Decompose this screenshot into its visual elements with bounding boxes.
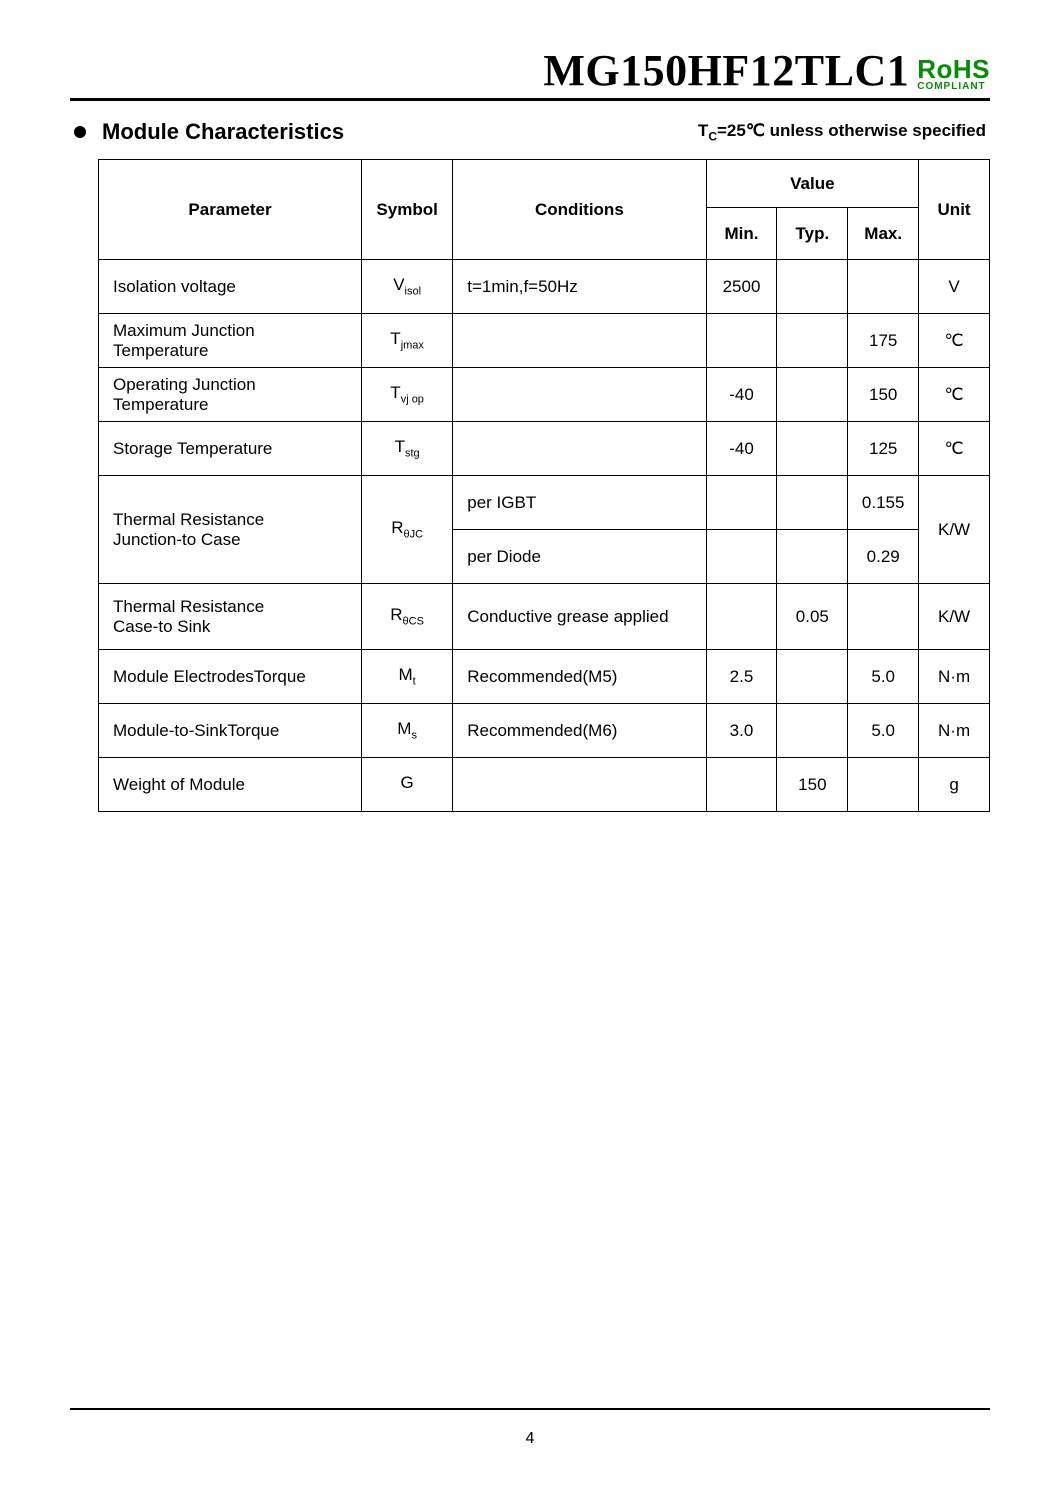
cell-cond: Recommended(M5) (453, 650, 706, 704)
table-row: Thermal Resistance Case-to Sink RθCS Con… (99, 584, 990, 650)
cell-typ (777, 476, 848, 530)
cell-typ (777, 314, 848, 368)
cell-sym: RθCS (362, 584, 453, 650)
cell-max: 125 (848, 422, 919, 476)
table-row: Isolation voltage Visol t=1min,f=50Hz 25… (99, 260, 990, 314)
cell-unit: ℃ (919, 422, 990, 476)
cell-min (706, 530, 777, 584)
cell-max: 5.0 (848, 704, 919, 758)
section-title-text: Module Characteristics (102, 119, 344, 145)
condition-note: TC=25℃ unless otherwise specified (698, 121, 986, 143)
cell-unit: N·m (919, 650, 990, 704)
cell-max: 0.29 (848, 530, 919, 584)
cell-param: Module-to-SinkTorque (99, 704, 362, 758)
cell-sym: Tjmax (362, 314, 453, 368)
cell-unit: ℃ (919, 368, 990, 422)
cell-unit: K/W (919, 476, 990, 584)
bullet-icon (74, 126, 86, 138)
table-row: Operating Junction Temperature Tvj op -4… (99, 368, 990, 422)
cell-cond (453, 368, 706, 422)
cell-typ (777, 530, 848, 584)
cell-sym: Tvj op (362, 368, 453, 422)
th-value: Value (706, 160, 919, 208)
table-header-row-1: Parameter Symbol Conditions Value Unit (99, 160, 990, 208)
cell-param: Storage Temperature (99, 422, 362, 476)
cell-sym: RθJC (362, 476, 453, 584)
cell-unit: N·m (919, 704, 990, 758)
cell-cond (453, 422, 706, 476)
table-row: Maximum Junction Temperature Tjmax 175 ℃ (99, 314, 990, 368)
cell-min (706, 584, 777, 650)
cell-max: 5.0 (848, 650, 919, 704)
cell-param: Weight of Module (99, 758, 362, 812)
cell-max: 175 (848, 314, 919, 368)
cell-max (848, 260, 919, 314)
th-typ: Typ. (777, 208, 848, 260)
cell-cond (453, 314, 706, 368)
cell-param: Maximum Junction Temperature (99, 314, 362, 368)
cell-min: -40 (706, 422, 777, 476)
cell-unit: V (919, 260, 990, 314)
cell-cond: Conductive grease applied (453, 584, 706, 650)
cell-min: 3.0 (706, 704, 777, 758)
th-unit: Unit (919, 160, 990, 260)
cell-max: 150 (848, 368, 919, 422)
table-row: Weight of Module G 150 g (99, 758, 990, 812)
table-row: Module ElectrodesTorque Mt Recommended(M… (99, 650, 990, 704)
cell-unit: g (919, 758, 990, 812)
cell-min: 2500 (706, 260, 777, 314)
cell-min: -40 (706, 368, 777, 422)
page-footer: 4 (70, 1408, 990, 1448)
cell-typ: 0.05 (777, 584, 848, 650)
cell-typ (777, 650, 848, 704)
cell-param: Thermal Resistance Case-to Sink (99, 584, 362, 650)
cell-typ (777, 422, 848, 476)
page-number: 4 (526, 1430, 535, 1447)
table-row: Storage Temperature Tstg -40 125 ℃ (99, 422, 990, 476)
cell-typ (777, 368, 848, 422)
cell-max: 0.155 (848, 476, 919, 530)
cell-typ (777, 704, 848, 758)
cell-unit: ℃ (919, 314, 990, 368)
part-number: MG150HF12TLC1 (543, 45, 909, 96)
cell-unit: K/W (919, 584, 990, 650)
section-title: Module Characteristics (74, 119, 344, 145)
cell-cond (453, 758, 706, 812)
cell-min (706, 476, 777, 530)
table-row: Thermal Resistance Junction-to Case RθJC… (99, 476, 990, 530)
footer-divider (70, 1408, 990, 1410)
characteristics-table: Parameter Symbol Conditions Value Unit M… (98, 159, 990, 812)
th-parameter: Parameter (99, 160, 362, 260)
cell-typ: 150 (777, 758, 848, 812)
cell-sym: Tstg (362, 422, 453, 476)
cell-param: Thermal Resistance Junction-to Case (99, 476, 362, 584)
rohs-badge: RoHS COMPLIANT (917, 56, 990, 96)
cell-cond: per Diode (453, 530, 706, 584)
th-min: Min. (706, 208, 777, 260)
th-symbol: Symbol (362, 160, 453, 260)
cell-max (848, 758, 919, 812)
cell-param: Isolation voltage (99, 260, 362, 314)
page-header: MG150HF12TLC1 RoHS COMPLIANT (70, 45, 990, 101)
cell-sym: Ms (362, 704, 453, 758)
cell-sym: Visol (362, 260, 453, 314)
cell-cond: t=1min,f=50Hz (453, 260, 706, 314)
rohs-text: RoHS (917, 56, 990, 82)
th-conditions: Conditions (453, 160, 706, 260)
cell-cond: Recommended(M6) (453, 704, 706, 758)
rohs-compliant: COMPLIANT (917, 82, 990, 92)
cell-min: 2.5 (706, 650, 777, 704)
cell-sym: G (362, 758, 453, 812)
cell-sym: Mt (362, 650, 453, 704)
cell-typ (777, 260, 848, 314)
cell-param: Module ElectrodesTorque (99, 650, 362, 704)
cell-min (706, 758, 777, 812)
table-row: Module-to-SinkTorque Ms Recommended(M6) … (99, 704, 990, 758)
cell-cond: per IGBT (453, 476, 706, 530)
cell-min (706, 314, 777, 368)
cell-param: Operating Junction Temperature (99, 368, 362, 422)
cell-max (848, 584, 919, 650)
th-max: Max. (848, 208, 919, 260)
section-title-row: Module Characteristics TC=25℃ unless oth… (70, 119, 990, 145)
